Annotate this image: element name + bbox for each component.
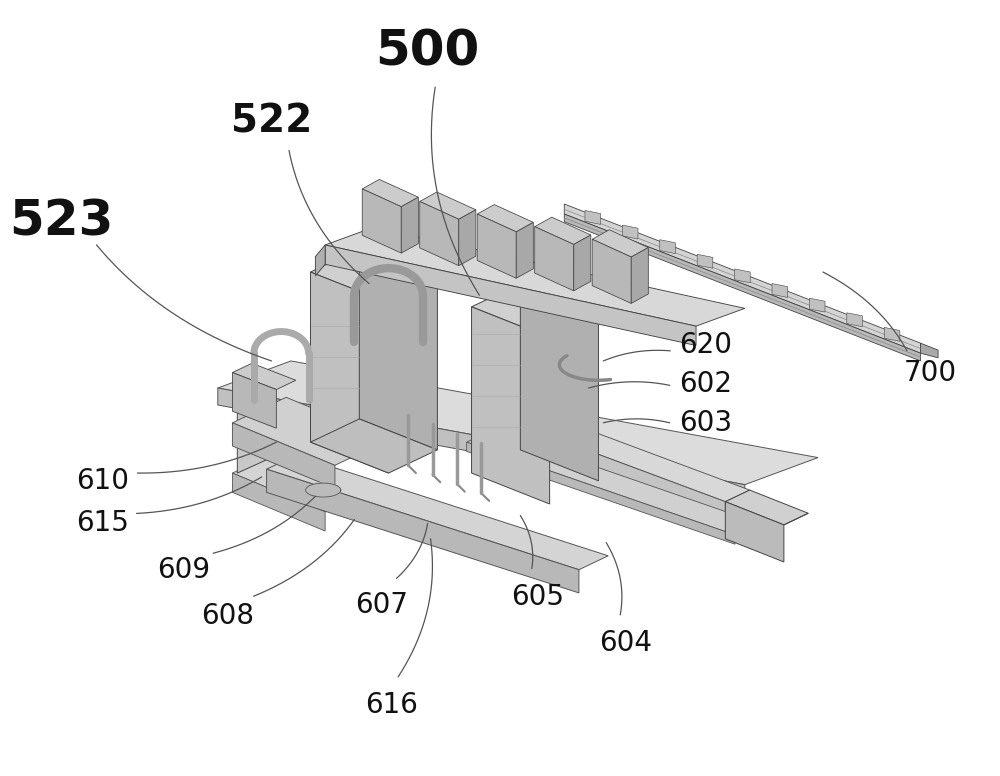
Polygon shape [735,269,750,282]
Polygon shape [467,431,759,535]
Text: 522: 522 [231,102,312,140]
Polygon shape [476,397,501,423]
Polygon shape [631,248,648,303]
Polygon shape [325,227,745,326]
Polygon shape [362,189,401,253]
Polygon shape [847,313,862,327]
Text: 700: 700 [904,359,957,386]
Polygon shape [232,372,276,428]
Text: 523: 523 [9,198,114,246]
Text: 620: 620 [679,331,732,359]
Text: 616: 616 [365,691,418,719]
Polygon shape [232,363,296,390]
Polygon shape [315,245,325,276]
Polygon shape [622,225,638,239]
Polygon shape [535,217,591,244]
Text: 609: 609 [157,556,210,584]
Polygon shape [232,423,335,489]
Polygon shape [218,388,745,501]
Polygon shape [311,419,437,473]
Polygon shape [467,442,735,544]
Polygon shape [574,235,591,291]
Polygon shape [585,210,601,224]
Polygon shape [237,380,306,473]
Polygon shape [592,230,648,257]
Polygon shape [472,283,598,338]
Text: 602: 602 [679,370,732,398]
Polygon shape [884,327,900,341]
Polygon shape [921,343,938,358]
Polygon shape [459,210,476,265]
Polygon shape [592,239,631,303]
Polygon shape [232,450,374,511]
Text: 607: 607 [355,591,408,618]
Polygon shape [660,240,675,254]
Polygon shape [472,307,550,504]
Polygon shape [725,490,808,525]
Text: 608: 608 [201,602,254,630]
Text: 500: 500 [376,28,480,75]
Polygon shape [420,202,459,265]
Polygon shape [325,245,696,345]
Polygon shape [267,456,608,570]
Polygon shape [359,249,437,450]
Text: 610: 610 [76,467,129,495]
Polygon shape [311,249,437,303]
Polygon shape [477,214,516,279]
Polygon shape [564,214,921,361]
Polygon shape [401,197,418,253]
Polygon shape [267,469,579,593]
Polygon shape [725,501,784,562]
Polygon shape [476,409,725,515]
Polygon shape [420,192,476,220]
Text: 605: 605 [511,583,564,611]
Polygon shape [564,204,921,353]
Polygon shape [218,361,818,485]
Polygon shape [809,298,825,312]
Polygon shape [306,483,341,497]
Polygon shape [784,513,808,525]
Text: 603: 603 [679,409,732,437]
Polygon shape [516,223,533,279]
Polygon shape [232,473,325,531]
Polygon shape [535,227,574,291]
Polygon shape [362,179,418,206]
Polygon shape [697,255,713,268]
Polygon shape [311,272,389,473]
Polygon shape [477,205,533,232]
Text: 604: 604 [599,629,652,657]
Text: 615: 615 [76,509,129,537]
Polygon shape [232,397,389,466]
Polygon shape [476,397,750,501]
Polygon shape [772,283,788,297]
Polygon shape [520,283,598,481]
